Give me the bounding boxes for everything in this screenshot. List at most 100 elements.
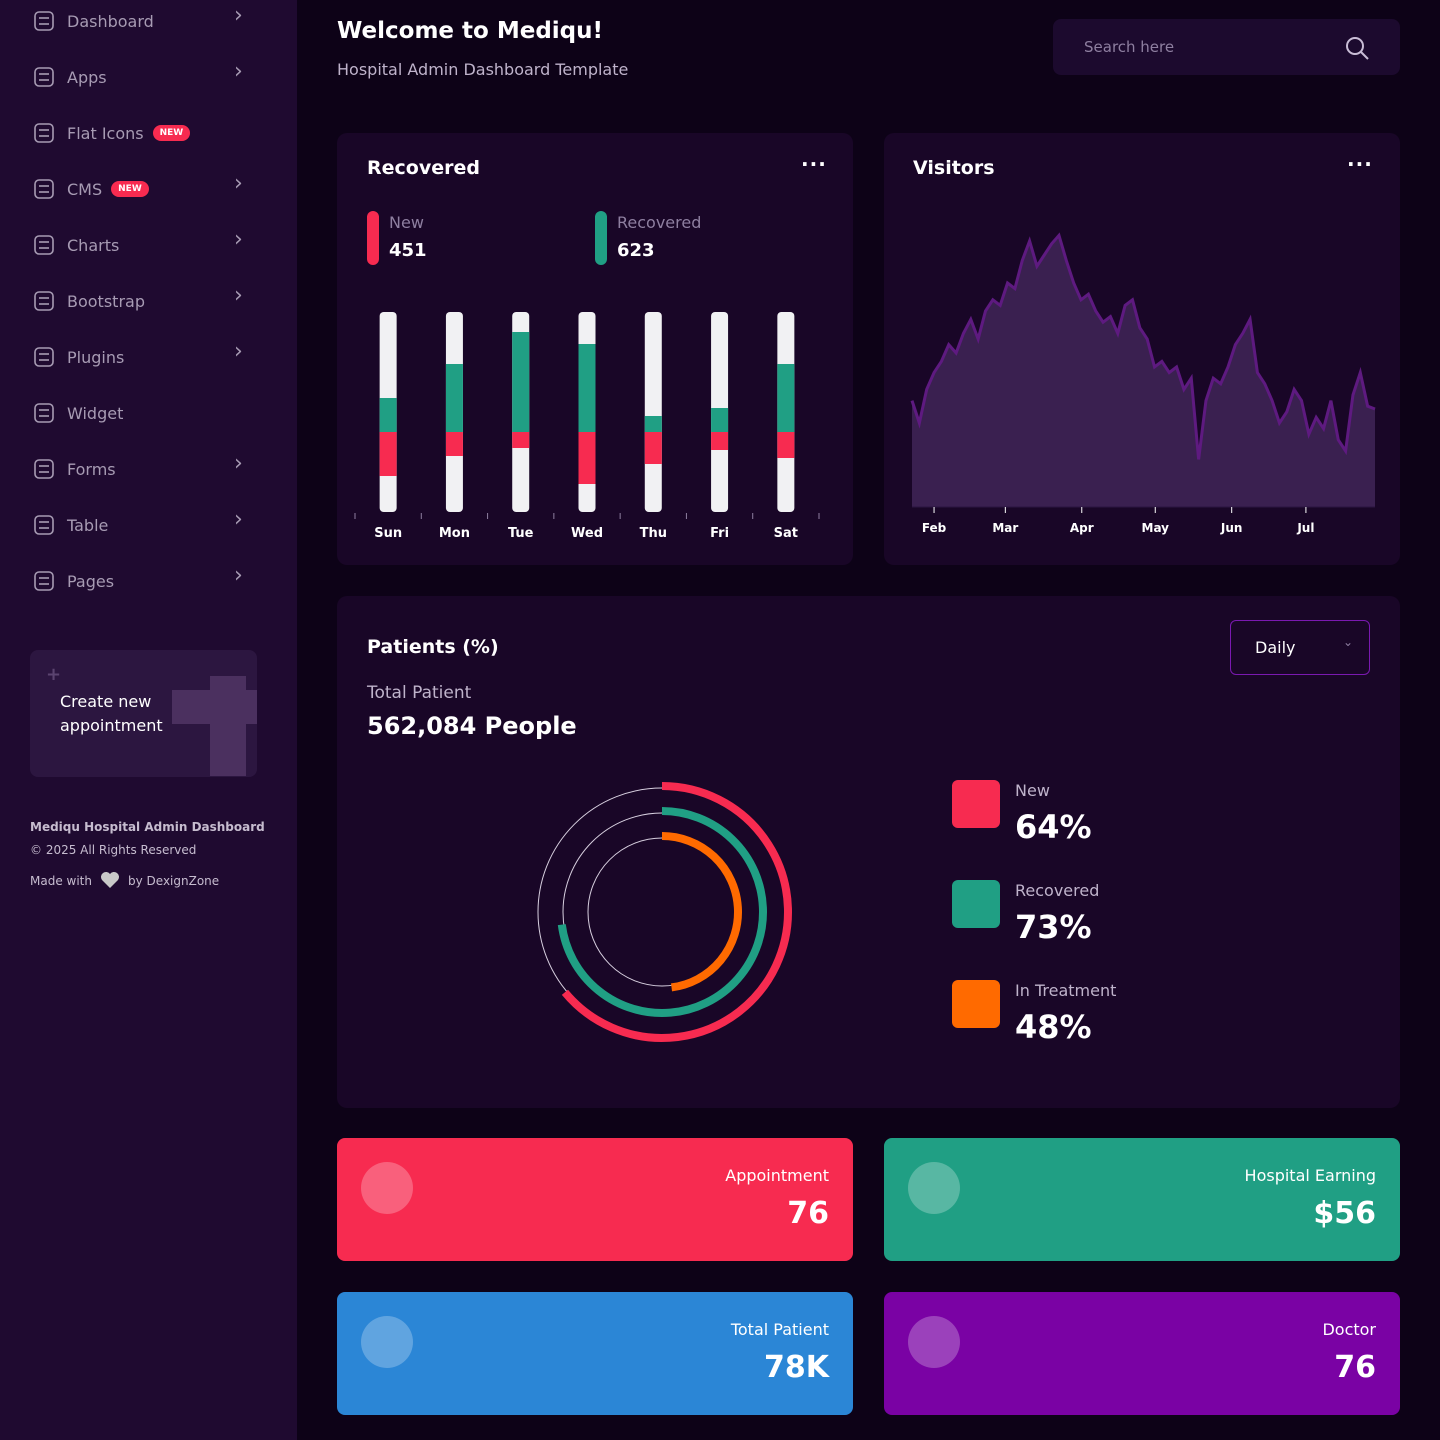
menu-arrow: ›	[234, 227, 243, 252]
patients-card	[337, 596, 1400, 1108]
legend-swatch	[367, 211, 379, 265]
card-title: Visitors	[913, 157, 995, 179]
card-title: Patients (%)	[367, 636, 499, 658]
bar	[578, 344, 596, 432]
x-tick-label: Sat	[774, 526, 798, 541]
search-placeholder: Search here	[1084, 38, 1175, 56]
menu-label: Plugins	[67, 347, 125, 367]
more-button[interactable]: ···	[801, 152, 827, 176]
menu-item[interactable]: CMS NEW ›	[32, 171, 272, 201]
menu-arrow: ›	[234, 563, 243, 588]
menu-item[interactable]: Charts ›	[32, 227, 272, 257]
area	[912, 235, 1375, 507]
menu-label: Widget	[67, 403, 124, 423]
filter-dropdown[interactable]: Daily ⌄	[1230, 620, 1370, 675]
menu-item[interactable]: Plugins ›	[32, 339, 272, 369]
heart-icon	[101, 872, 119, 888]
x-tick-label: Feb	[922, 521, 947, 535]
x-tick-label: Tue	[508, 526, 534, 541]
search-icon[interactable]	[1344, 35, 1370, 61]
menu-icon	[34, 291, 54, 311]
x-tick-label: Mon	[439, 526, 470, 541]
menu-arrow: ›	[234, 283, 243, 308]
stat-icon	[361, 1316, 413, 1368]
menu-icon	[34, 571, 54, 591]
x-tick-label: Wed	[571, 526, 603, 541]
stat-icon	[361, 1162, 413, 1214]
legend-swatch	[952, 880, 1000, 928]
promo-text: Create new appointment	[60, 692, 163, 735]
bar	[777, 432, 795, 458]
stat-label: Doctor	[1322, 1320, 1376, 1339]
stat-card[interactable]: Appointment 76	[337, 1138, 853, 1261]
legend-name: Recovered	[1015, 881, 1100, 900]
menu-item[interactable]: Widget	[32, 401, 272, 425]
menu-icon	[34, 67, 54, 87]
promo-card[interactable]: + Create new appointment	[30, 650, 257, 777]
menu-label: Apps	[67, 67, 107, 87]
made-by: by DexignZone	[128, 874, 220, 888]
menu-arrow: ›	[234, 59, 243, 84]
x-tick-label: Sun	[374, 526, 402, 541]
stat-card[interactable]: Hospital Earning $56	[884, 1138, 1400, 1261]
radial-bar	[661, 832, 742, 992]
menu-item[interactable]: Table ›	[32, 507, 272, 537]
card-title: Recovered	[367, 157, 480, 179]
bar	[644, 416, 662, 432]
stat-label: Hospital Earning	[1244, 1166, 1376, 1185]
legend-swatch	[952, 980, 1000, 1028]
menu-label: Pages	[67, 571, 115, 591]
menu-badge: NEW	[111, 181, 149, 197]
bar	[445, 432, 463, 456]
menu-arrow: ›	[234, 451, 243, 476]
legend-value: 451	[389, 240, 427, 261]
menu-arrow: ›	[234, 3, 243, 28]
bar	[578, 432, 596, 484]
menu-label: Flat Icons	[67, 123, 144, 143]
more-button[interactable]: ···	[1347, 152, 1373, 176]
radial-bar	[561, 782, 792, 1042]
menu-item[interactable]: Forms ›	[32, 451, 272, 481]
x-tick-label: May	[1142, 521, 1170, 535]
menu-icon	[34, 179, 54, 199]
menu-item[interactable]: Pages ›	[32, 563, 272, 593]
legend-name: Recovered	[617, 213, 702, 232]
stat-value: 76	[1334, 1350, 1376, 1385]
search-box[interactable]: Search here	[1053, 19, 1400, 75]
menu-item[interactable]: Apps ›	[32, 59, 272, 89]
x-tick-label: Jul	[1296, 521, 1314, 535]
menu-icon	[34, 11, 54, 31]
filter-label: Daily	[1255, 638, 1296, 657]
menu-item[interactable]: Flat Icons NEW	[32, 121, 272, 145]
bar	[644, 432, 662, 464]
stat-card[interactable]: Total Patient 78K	[337, 1292, 853, 1415]
x-tick-label: Thu	[640, 526, 667, 541]
menu-icon	[34, 123, 54, 143]
menu-icon	[34, 459, 54, 479]
page-subtitle: Hospital Admin Dashboard Template	[337, 60, 629, 79]
menu-label: Bootstrap	[67, 291, 145, 311]
stat-value: $56	[1313, 1196, 1376, 1231]
stat-label: Total Patient	[730, 1320, 829, 1339]
legend-value: 48%	[1015, 1008, 1092, 1046]
bar	[512, 332, 530, 432]
x-tick-label: Fri	[710, 526, 729, 541]
menu-label: Dashboard	[67, 11, 154, 31]
copyright: © 2025 All Rights Reserved	[30, 843, 197, 857]
menu-icon	[34, 235, 54, 255]
stat-card[interactable]: Doctor 76	[884, 1292, 1400, 1415]
menu-item[interactable]: Bootstrap ›	[32, 283, 272, 313]
menu-item[interactable]: Dashboard ›	[32, 3, 272, 33]
menu-arrow: ›	[234, 171, 243, 196]
stat-label: Appointment	[725, 1166, 829, 1185]
legend-value: 73%	[1015, 908, 1092, 946]
bar	[512, 432, 530, 448]
legend-swatch	[952, 780, 1000, 828]
legend-name: New	[389, 213, 424, 232]
legend-swatch	[595, 211, 607, 265]
footer-title: Mediqu Hospital Admin Dashboard	[30, 820, 265, 834]
menu-label: Table	[67, 515, 109, 535]
menu-icon	[34, 515, 54, 535]
